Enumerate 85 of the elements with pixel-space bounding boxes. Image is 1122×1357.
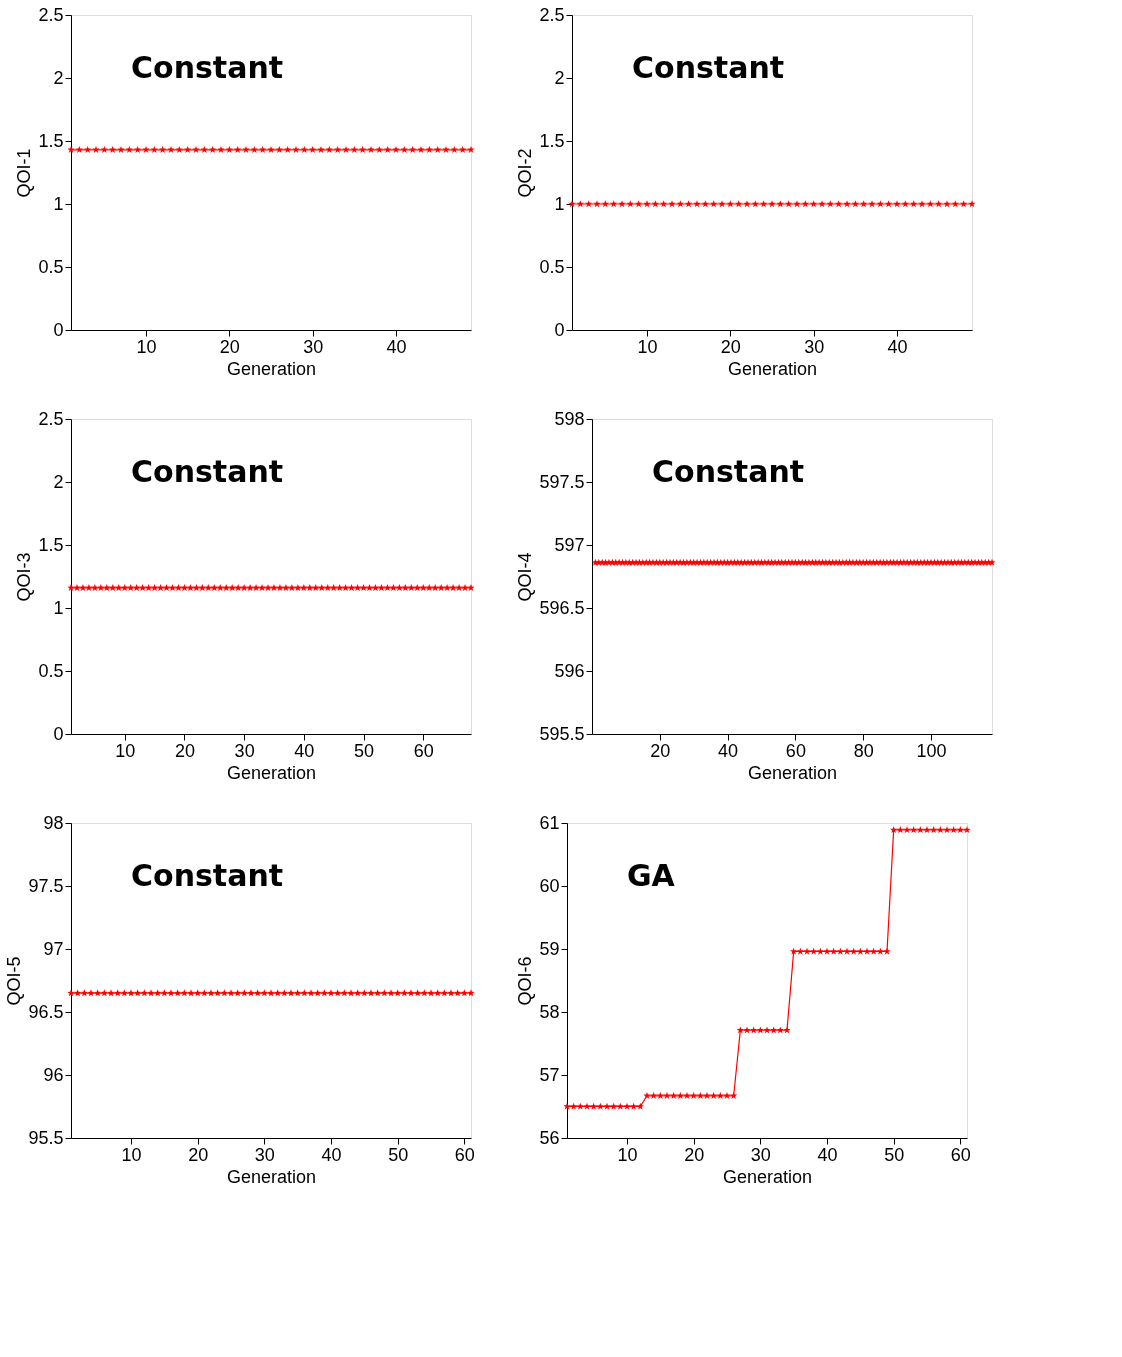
x-tick-label: 40 xyxy=(887,336,908,357)
x-tick-label: 50 xyxy=(884,1144,905,1165)
y-tick-label: 0.5 xyxy=(38,660,64,681)
y-tick-label: 61 xyxy=(539,812,560,833)
y-tick-label: 0.5 xyxy=(539,256,565,277)
x-tick-label: 40 xyxy=(386,336,407,357)
x-axis-title: Generation xyxy=(727,358,818,379)
x-tick-label: 40 xyxy=(321,1144,342,1165)
annotation: Constant xyxy=(632,49,785,85)
x-tick-label: 60 xyxy=(950,1144,971,1165)
x-tick-label: 30 xyxy=(750,1144,771,1165)
x-tick-label: 10 xyxy=(136,336,157,357)
x-tick-label: 20 xyxy=(684,1144,705,1165)
x-tick-label: 20 xyxy=(174,740,195,761)
y-tick-label: 596.5 xyxy=(539,597,585,618)
y-tick-label: 595.5 xyxy=(539,723,585,744)
x-tick-label: 20 xyxy=(188,1144,209,1165)
x-tick-label: 30 xyxy=(804,336,825,357)
x-tick-label: 50 xyxy=(388,1144,409,1165)
x-tick-label: 40 xyxy=(718,740,739,761)
y-tick-label: 1 xyxy=(554,193,565,214)
y-tick-label: 1.5 xyxy=(539,130,565,151)
y-tick-label: 2 xyxy=(53,471,64,492)
y-axis-title: QOI-4 xyxy=(515,552,536,602)
y-tick-label: 2.5 xyxy=(38,408,64,429)
x-tick-label: 80 xyxy=(853,740,874,761)
y-tick-label: 1.5 xyxy=(38,534,64,555)
y-tick-label: 2.5 xyxy=(539,4,565,25)
y-tick-label: 0 xyxy=(53,723,64,744)
x-tick-label: 20 xyxy=(720,336,741,357)
y-tick-label: 598 xyxy=(554,408,585,429)
x-tick-label: 30 xyxy=(303,336,324,357)
x-tick-label: 10 xyxy=(121,1144,142,1165)
y-axis-title: QOI-2 xyxy=(515,148,536,198)
annotation: Constant xyxy=(131,49,284,85)
x-tick-label: 20 xyxy=(219,336,240,357)
y-axis-title: QOI-5 xyxy=(4,956,25,1006)
x-axis-title: Generation xyxy=(226,762,317,783)
x-tick-label: 30 xyxy=(254,1144,275,1165)
x-tick-label: 50 xyxy=(354,740,375,761)
annotation: Constant xyxy=(131,857,284,893)
y-tick-label: 95.5 xyxy=(28,1127,64,1148)
annotation: GA xyxy=(627,857,676,893)
y-tick-label: 1.5 xyxy=(38,130,64,151)
y-tick-label: 2 xyxy=(53,67,64,88)
y-tick-label: 1 xyxy=(53,597,64,618)
y-tick-label: 60 xyxy=(539,875,560,896)
y-tick-label: 0.5 xyxy=(38,256,64,277)
x-axis-title: Generation xyxy=(226,1166,317,1187)
annotation: Constant xyxy=(131,453,284,489)
x-tick-label: 40 xyxy=(294,740,315,761)
y-tick-label: 96 xyxy=(43,1064,64,1085)
x-axis-title: Generation xyxy=(226,358,317,379)
y-tick-label: 56 xyxy=(539,1127,560,1148)
y-tick-label: 597.5 xyxy=(539,471,585,492)
y-tick-label: 97 xyxy=(43,938,64,959)
x-tick-label: 10 xyxy=(637,336,658,357)
y-tick-label: 57 xyxy=(539,1064,560,1085)
x-tick-label: 60 xyxy=(785,740,806,761)
y-tick-label: 98 xyxy=(43,812,64,833)
y-tick-label: 0 xyxy=(554,319,565,340)
x-tick-label: 40 xyxy=(817,1144,838,1165)
y-tick-label: 597 xyxy=(554,534,585,555)
y-tick-label: 97.5 xyxy=(28,875,64,896)
annotation: Constant xyxy=(652,453,805,489)
x-tick-label: 10 xyxy=(115,740,136,761)
y-axis-title: QOI-1 xyxy=(14,148,35,198)
y-tick-label: 96.5 xyxy=(28,1001,64,1022)
y-tick-label: 596 xyxy=(554,660,585,681)
x-tick-label: 30 xyxy=(234,740,255,761)
y-tick-label: 1 xyxy=(53,193,64,214)
y-tick-label: 0 xyxy=(53,319,64,340)
x-tick-label: 20 xyxy=(650,740,671,761)
x-tick-label: 60 xyxy=(413,740,434,761)
x-tick-label: 60 xyxy=(454,1144,475,1165)
y-tick-label: 58 xyxy=(539,1001,560,1022)
y-axis-title: QOI-3 xyxy=(14,552,35,602)
y-tick-label: 59 xyxy=(539,938,560,959)
y-tick-label: 2 xyxy=(554,67,565,88)
x-axis-title: Generation xyxy=(722,1166,813,1187)
x-axis-title: Generation xyxy=(747,762,838,783)
y-tick-label: 2.5 xyxy=(38,4,64,25)
x-tick-label: 100 xyxy=(916,740,947,761)
y-axis-title: QOI-6 xyxy=(515,956,536,1006)
x-tick-label: 10 xyxy=(617,1144,638,1165)
